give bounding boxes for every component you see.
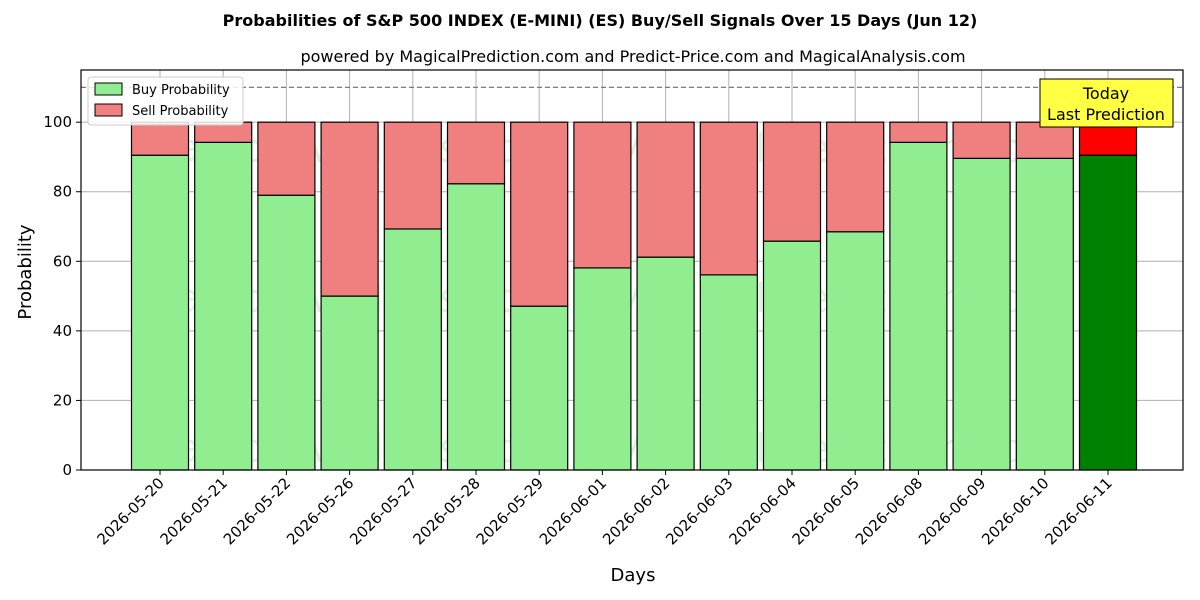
x-tick-label: 2026-06-09 [915, 474, 989, 548]
bar-sell-2026-05-22 [257, 121, 316, 196]
bar-sell-2026-06-02 [636, 121, 695, 258]
bar-buy-2026-05-22 [257, 194, 316, 471]
x-tick-label: 2026-06-11 [1041, 474, 1115, 548]
today-annotation: Today Last Prediction [1039, 78, 1174, 128]
bar-sell-2026-05-20 [130, 121, 190, 156]
plot-frame [80, 69, 1184, 471]
x-tick-label: 2026-06-02 [599, 474, 673, 548]
x-tick-label: 2026-06-04 [725, 474, 799, 548]
x-tick-label: 2026-06-05 [789, 474, 863, 548]
bar-buy-2026-06-05 [826, 231, 885, 471]
x-tick-label: 2026-05-26 [283, 474, 357, 548]
bar-buy-2026-06-09 [952, 157, 1011, 471]
bar-sell-2026-06-01 [573, 121, 632, 269]
today-annotation-box [1039, 78, 1174, 128]
y-ticks: 0 20 40 60 80 100 [43, 113, 81, 479]
x-tick-label: 2026-06-03 [662, 474, 736, 548]
axes [80, 69, 1184, 471]
bar-buy-2026-05-28 [446, 183, 506, 471]
bar-buy-2026-05-29 [510, 305, 569, 471]
x-axis-title: Days [611, 565, 656, 586]
x-tick-label: 2026-05-22 [220, 474, 294, 548]
bar-buy-2026-05-20 [130, 154, 190, 471]
y-tick-label: 0 [62, 461, 72, 479]
bar-buy-2026-05-27 [383, 228, 442, 471]
bar-buy-2026-05-21 [194, 141, 253, 471]
bar-buy-2026-06-02 [636, 256, 695, 471]
bar-sell-2026-06-10 [1015, 121, 1074, 159]
chart-title: Probabilities of S&P 500 INDEX (E-MINI) … [223, 11, 978, 30]
y-tick-label: 80 [53, 183, 72, 201]
y-tick-label: 60 [53, 252, 72, 270]
y-tick-label: 40 [53, 322, 72, 340]
legend-label-sell: Sell Probability [132, 104, 229, 119]
bar-buy-2026-06-11 [1078, 154, 1138, 471]
x-tick-label: 2026-05-27 [346, 474, 420, 548]
legend-box [87, 76, 244, 126]
bar-sell-2026-06-08 [889, 121, 948, 143]
x-tick-label: 2026-06-08 [852, 474, 926, 548]
y-tick-label: 20 [53, 391, 72, 409]
chart-subtitle: powered by MagicalPrediction.com and Pre… [300, 47, 965, 66]
bar-buy-2026-06-08 [889, 141, 948, 471]
x-tick-label: 2026-05-28 [409, 474, 483, 548]
bar-buy-2026-06-01 [573, 267, 632, 471]
bar-sell-2026-06-04 [762, 121, 822, 242]
bars [130, 121, 1138, 471]
bar-buy-2026-06-10 [1015, 157, 1074, 471]
x-tick-label: 2026-05-20 [93, 474, 167, 548]
bar-sell-2026-06-03 [699, 121, 758, 276]
x-tick-label: 2026-05-21 [157, 474, 231, 548]
bar-buy-2026-06-03 [699, 274, 758, 471]
legend-swatch-buy [94, 82, 123, 96]
legend-label-buy: Buy Probability [132, 83, 230, 98]
today-annotation-line1: Today [1082, 84, 1129, 103]
bar-sell-2026-05-28 [446, 121, 506, 185]
bar-sell-2026-05-29 [510, 121, 569, 307]
y-tick-label: 100 [43, 113, 72, 131]
bar-sell-2026-06-09 [952, 121, 1011, 159]
x-tick-label: 2026-05-29 [473, 474, 547, 548]
x-tick-label: 2026-06-01 [536, 474, 610, 548]
y-axis-title: Probability [15, 224, 36, 319]
x-ticks: 2026-05-202026-05-212026-05-222026-05-26… [93, 470, 1116, 548]
bar-sell-2026-05-27 [383, 121, 442, 230]
legend-swatch-sell [94, 103, 123, 117]
bar-buy-2026-05-26 [320, 295, 379, 471]
x-tick-label: 2026-06-10 [978, 474, 1052, 548]
bar-sell-2026-06-05 [826, 121, 885, 233]
legend: Buy Probability Sell Probability [87, 76, 244, 126]
bar-buy-2026-06-04 [762, 240, 822, 471]
bar-sell-2026-05-26 [320, 121, 379, 297]
today-annotation-line2: Last Prediction [1047, 105, 1165, 124]
